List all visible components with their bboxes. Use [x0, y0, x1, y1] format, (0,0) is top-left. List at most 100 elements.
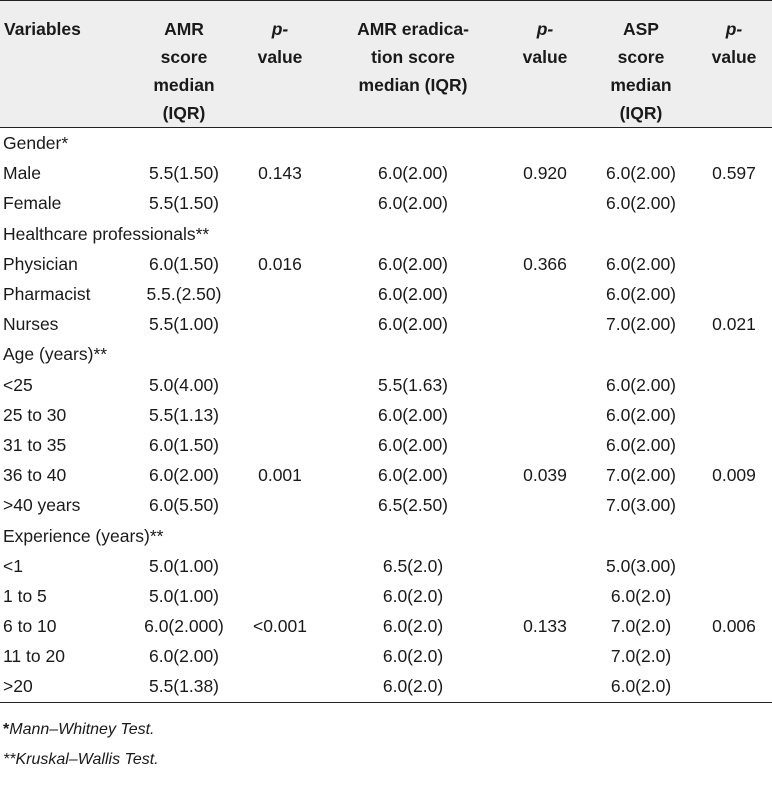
group-label: Healthcare professionals** — [3, 223, 210, 244]
cell-p3 — [696, 490, 772, 520]
cell-p1 — [238, 581, 322, 611]
cell-label: Female — [3, 193, 62, 214]
cell-amr: 5.0(4.00) — [148, 374, 220, 395]
table-row: 6 to 10 6.0(2.000) <0.001 6.0(2.0) 0.133 7.0(… — [0, 611, 772, 641]
cell-erad: 6.0(2.00) — [377, 253, 449, 274]
cell-p3: 0.006 — [712, 616, 756, 637]
cell-amr: 5.5(1.13) — [148, 404, 220, 425]
cell-erad: 6.0(2.00) — [377, 284, 449, 305]
table-row: Female 5.5(1.50) 6.0(2.00) 6.0(2.00) — [0, 188, 772, 218]
cell-p1 — [238, 490, 322, 520]
cell-p3 — [696, 671, 772, 703]
cell-p3: 0.597 — [712, 163, 756, 184]
table-row: Physician 6.0(1.50) 0.016 6.0(2.00) 0.366 6.0… — [0, 249, 772, 279]
table-row: <25 5.0(4.00) 5.5(1.63) 6.0(2.00) — [0, 370, 772, 400]
cell-p1 — [238, 430, 322, 460]
cell-erad: 6.0(2.0) — [322, 671, 504, 703]
cell-asp: 6.0(2.00) — [605, 374, 677, 395]
cell-asp: 7.0(2.0) — [610, 646, 672, 667]
cell-asp: 5.0(3.00) — [605, 555, 677, 576]
cell-amr: 6.0(1.50) — [148, 434, 220, 455]
cell-p3 — [696, 370, 772, 400]
group-header-row: Age (years)** — [0, 339, 772, 369]
cell-amr: 5.5(1.38) — [130, 671, 238, 703]
cell-p3 — [696, 279, 772, 309]
cell-label: Nurses — [3, 314, 59, 335]
table-row: >40 years 6.0(5.50) 6.5(2.50) 7.0(3.00) — [0, 490, 772, 520]
cell-asp: 6.0(2.00) — [605, 163, 677, 184]
header-amr-eradication: AMR eradica-tion score median (IQR) — [322, 0, 504, 128]
cell-label: <25 — [3, 374, 33, 395]
cell-p1 — [238, 370, 322, 400]
cell-amr: 5.5(1.00) — [148, 314, 220, 335]
cell-erad: 6.0(2.00) — [377, 193, 449, 214]
cell-erad: 6.0(2.00) — [377, 404, 449, 425]
cell-p3 — [696, 641, 772, 671]
cell-amr: 6.0(2.00) — [148, 465, 220, 486]
table-header: Variables AMR score median (IQR) p-value AM… — [0, 0, 772, 128]
cell-p2 — [504, 188, 586, 218]
cell-asp: 7.0(3.00) — [605, 495, 677, 516]
cell-erad: 6.0(2.00) — [377, 434, 449, 455]
cell-asp: 7.0(2.00) — [605, 314, 677, 335]
cell-p1 — [238, 400, 322, 430]
header-p-value-2: p-value — [504, 0, 586, 128]
cell-amr: 6.0(2.00) — [148, 646, 220, 667]
cell-asp: 6.0(2.00) — [605, 193, 677, 214]
cell-p3 — [696, 188, 772, 218]
group-label: Gender* — [3, 133, 69, 154]
cell-p2 — [504, 581, 586, 611]
cell-p3 — [696, 430, 772, 460]
group-label: Experience (years)** — [3, 525, 164, 546]
header-p-value-3: p-value — [696, 0, 772, 128]
group-header-row: Experience (years)** — [0, 520, 772, 550]
cell-p3: 0.021 — [712, 314, 756, 335]
cell-label: Male — [3, 163, 41, 184]
cell-label: <1 — [3, 555, 23, 576]
cell-asp: 7.0(2.00) — [605, 465, 677, 486]
cell-asp: 6.0(2.00) — [605, 404, 677, 425]
cell-p2 — [504, 551, 586, 581]
cell-asp: 6.0(2.00) — [605, 284, 677, 305]
cell-label: 6 to 10 — [3, 616, 57, 637]
group-label: Age (years)** — [3, 344, 108, 365]
results-table: Variables AMR score median (IQR) p-value AM… — [0, 0, 772, 703]
table-row: 31 to 35 6.0(1.50) 6.0(2.00) 6.0(2.00) — [0, 430, 772, 460]
cell-asp: 6.0(2.00) — [605, 253, 677, 274]
cell-asp: 6.0(2.0) — [586, 671, 696, 703]
cell-p2: 0.039 — [523, 465, 567, 486]
cell-label: 11 to 20 — [3, 646, 65, 667]
cell-p1 — [238, 671, 322, 703]
cell-asp: 7.0(2.0) — [610, 616, 672, 637]
cell-p3 — [696, 400, 772, 430]
cell-p2 — [504, 671, 586, 703]
table-row: 36 to 40 6.0(2.00) 0.001 6.0(2.00) 0.039 7.0(… — [0, 460, 772, 490]
header-p-value-1: p-value — [238, 0, 322, 128]
cell-p3: 0.009 — [712, 465, 756, 486]
cell-amr: 5.5(1.50) — [148, 193, 220, 214]
cell-p2: 0.133 — [523, 616, 567, 637]
cell-p1 — [238, 551, 322, 581]
cell-amr: 6.0(5.50) — [148, 495, 220, 516]
footnote-kruskal-wallis: **Kruskal–Wallis Test. — [3, 751, 159, 768]
cell-erad: 6.0(2.00) — [377, 465, 449, 486]
footnote-mann-whitney: *Mann–Whitney Test. — [3, 721, 155, 738]
cell-asp: 6.0(2.00) — [605, 434, 677, 455]
cell-p2 — [504, 279, 586, 309]
cell-erad: 6.0(2.0) — [382, 585, 444, 606]
header-amr-score: AMR score median (IQR) — [130, 0, 238, 128]
cell-amr: 5.0(1.00) — [148, 585, 220, 606]
table-row: <1 5.0(1.00) 6.5(2.0) 5.0(3.00) — [0, 551, 772, 581]
table-body: Gender* Male 5.5(1.50) 0.143 6.0(2.00) 0.920 6… — [0, 128, 772, 703]
cell-p2: 0.366 — [523, 253, 567, 274]
cell-label: >20 — [0, 671, 130, 703]
cell-p2: 0.920 — [523, 163, 567, 184]
table-row: Pharmacist 5.5.(2.50) 6.0(2.00) 6.0(2.00) — [0, 279, 772, 309]
cell-p1: 0.143 — [258, 163, 302, 184]
cell-p1: 0.001 — [258, 465, 302, 486]
cell-amr: 5.5.(2.50) — [146, 284, 222, 305]
cell-label: 1 to 5 — [3, 585, 47, 606]
cell-p1 — [238, 641, 322, 671]
cell-p1: <0.001 — [252, 616, 307, 637]
cell-p1 — [238, 279, 322, 309]
